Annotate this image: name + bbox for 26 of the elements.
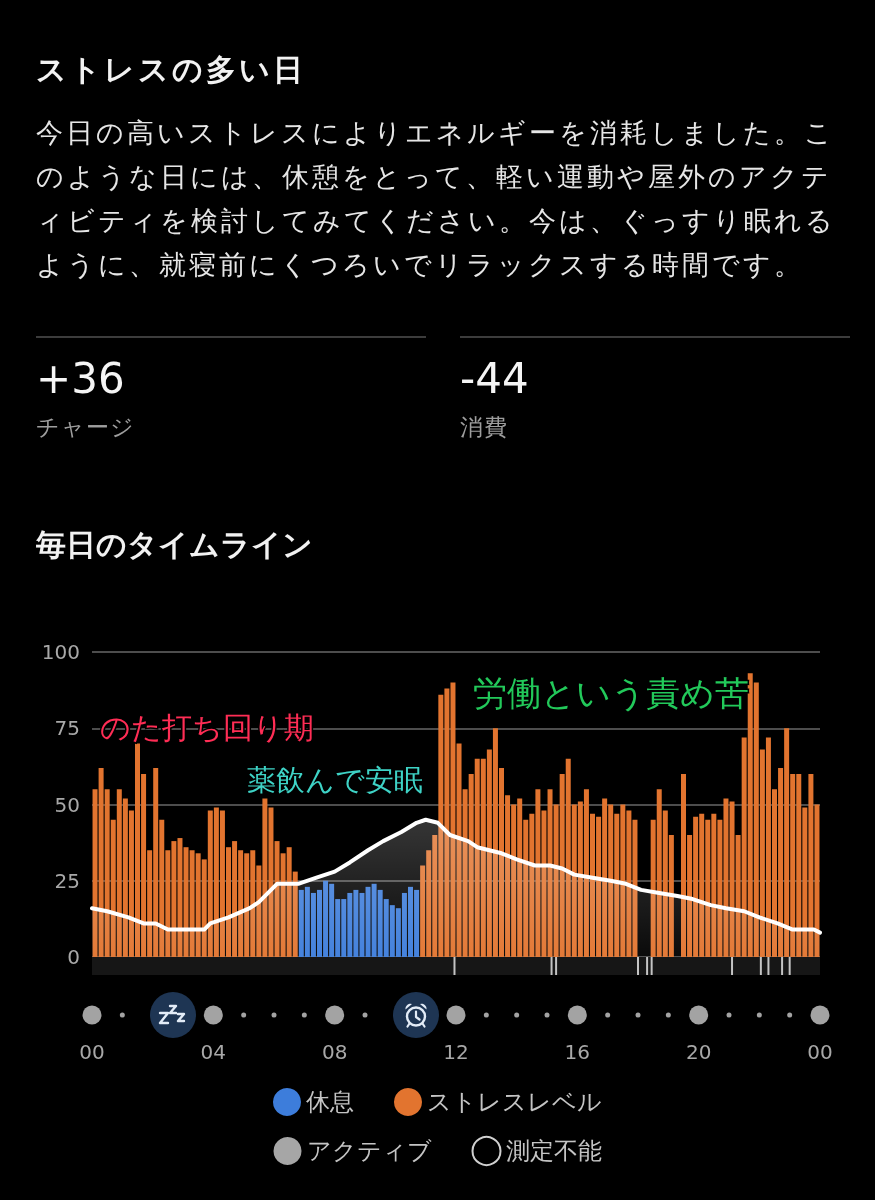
y-tick-label: 25 xyxy=(54,868,80,893)
annotation: 薬飲んで安眠 xyxy=(247,763,423,797)
x-tick-label: 12 xyxy=(443,1040,469,1064)
annotation: のた打ち回り期 xyxy=(100,709,314,745)
text: +36 xyxy=(36,354,125,403)
annotation: 労働という責め苦 xyxy=(473,673,749,713)
legend-label: 休息 xyxy=(306,1088,354,1116)
chart-title: 毎日のタイムライン xyxy=(35,526,313,562)
text: チャージ xyxy=(36,414,135,440)
y-tick-label: 75 xyxy=(54,716,80,741)
text: -44 xyxy=(460,354,529,403)
y-tick-label: 50 xyxy=(54,792,80,817)
text: 今日の高いストレスによりエネルギーを消耗しました。このような日には、休憩をとって、軽い運動や屋外のアクティビティを検討してみてください。今は、ぐっすり眠れるように、就寝前にくつろいでリラックスする時間です。 xyxy=(36,116,837,282)
y-tick-label: 0 xyxy=(67,945,80,969)
x-tick-label: 00 xyxy=(79,1040,105,1064)
x-tick-label: 08 xyxy=(321,1040,348,1064)
text: 消費 xyxy=(460,414,508,440)
text: ストレスの多い日 xyxy=(36,52,306,88)
x-tick-label: 00 xyxy=(807,1040,833,1064)
x-tick-label: 16 xyxy=(564,1040,591,1064)
y-tick-label: 100 xyxy=(41,640,80,664)
x-tick-label: 20 xyxy=(685,1040,712,1064)
legend-label: アクティブ xyxy=(306,1137,432,1165)
legend-label: ストレスレベル xyxy=(427,1088,602,1116)
x-tick-label: 04 xyxy=(200,1040,227,1064)
legend-label: 測定不能 xyxy=(505,1137,602,1165)
